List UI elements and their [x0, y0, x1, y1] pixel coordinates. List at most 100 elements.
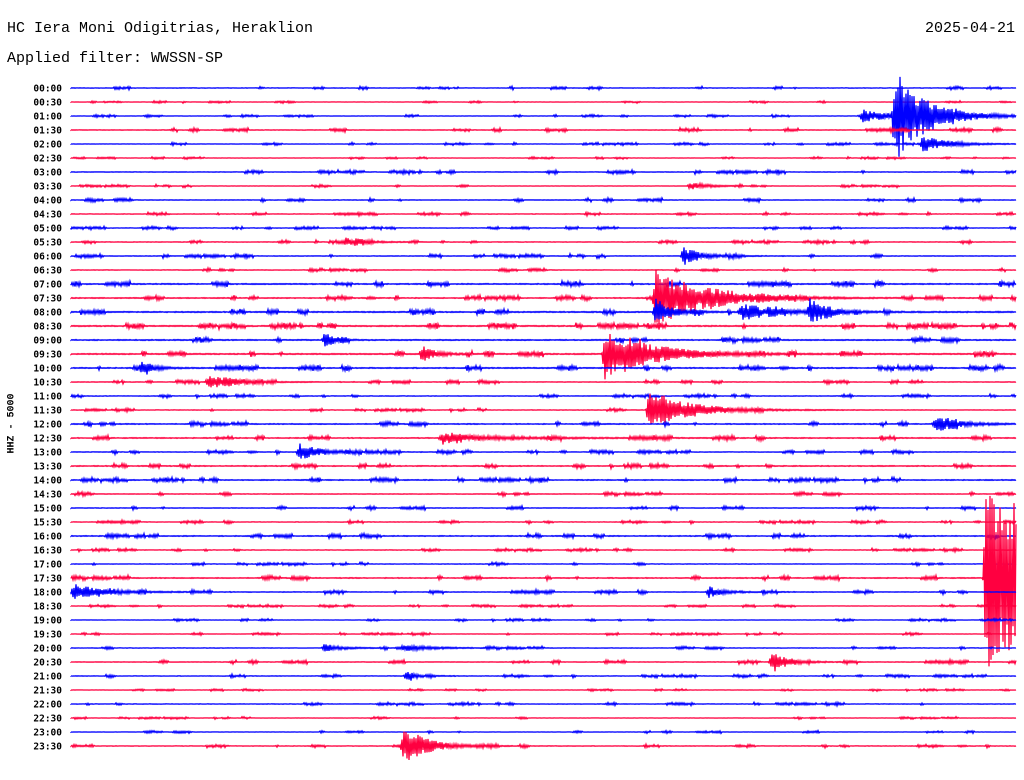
row-time-label: 09:00: [33, 336, 62, 347]
trace-0130: [70, 125, 1017, 135]
trace-1700: [70, 560, 1017, 568]
trace-0400: [70, 195, 1017, 205]
row-time-label: 13:30: [33, 462, 62, 473]
row-time-label: 06:00: [33, 252, 62, 263]
trace-0830: [70, 320, 1017, 332]
row-time-label: 04:30: [33, 210, 62, 221]
row-time-label: 17:00: [33, 560, 62, 571]
row-time-label: 14:00: [33, 476, 62, 487]
trace-0200: [70, 137, 1017, 152]
trace-0000: [70, 84, 1017, 92]
trace-0630: [70, 266, 1017, 274]
row-time-label: 16:00: [33, 532, 62, 543]
trace-1530: [70, 518, 1017, 526]
row-time-label: 05:00: [33, 224, 62, 235]
row-time-label: 03:00: [33, 168, 62, 179]
trace-2130: [70, 687, 1017, 693]
row-time-label: 02:00: [33, 140, 62, 151]
trace-1630: [70, 546, 1017, 554]
filter-label: Applied filter: WWSSN-SP: [7, 50, 224, 67]
trace-0100: [70, 76, 1017, 157]
row-time-label: 13:00: [33, 448, 62, 459]
trace-2030: [70, 654, 1017, 672]
trace-1200: [70, 418, 1017, 431]
row-time-label: 23:30: [33, 742, 62, 753]
row-time-label: 21:00: [33, 672, 62, 683]
row-time-label: 20:30: [33, 658, 62, 669]
trace-0230: [70, 155, 1017, 161]
row-time-label: 09:30: [33, 350, 62, 361]
trace-1000: [70, 361, 1017, 375]
row-time-label: 18:00: [33, 588, 62, 599]
row-time-label: 11:30: [33, 406, 62, 417]
row-time-label: 00:30: [33, 98, 62, 109]
row-time-label: 16:30: [33, 546, 62, 557]
trace-0730: [70, 270, 1017, 324]
trace-0800: [70, 298, 1017, 322]
row-time-label: 03:30: [33, 182, 62, 193]
trace-1930: [70, 631, 1017, 638]
date-label: 2025-04-21: [924, 20, 1015, 37]
trace-1130: [70, 393, 1017, 425]
row-time-label: 18:30: [33, 602, 62, 613]
trace-1430: [70, 489, 1017, 499]
trace-1030: [70, 376, 1017, 388]
row-time-label: 12:30: [33, 434, 62, 445]
row-time-label: 15:00: [33, 504, 62, 515]
trace-0030: [70, 99, 1017, 105]
row-time-label: 05:30: [33, 238, 62, 249]
trace-0700: [70, 278, 1017, 289]
row-time-label: 02:30: [33, 154, 62, 165]
trace-2330: [70, 731, 1017, 761]
row-time-label: 21:30: [33, 686, 62, 697]
row-time-label: 22:30: [33, 714, 62, 725]
trace-2000: [70, 643, 1017, 653]
trace-2230: [70, 715, 1017, 721]
trace-2200: [70, 700, 1017, 708]
row-time-label: 12:00: [33, 420, 62, 431]
trace-0500: [70, 224, 1017, 232]
row-time-label: 04:00: [33, 196, 62, 207]
row-time-label: 10:00: [33, 364, 62, 375]
trace-1400: [70, 475, 1017, 485]
trace-1730: [70, 495, 1017, 667]
trace-0300: [70, 167, 1017, 177]
trace-1800: [70, 584, 1017, 599]
row-time-label: 10:30: [33, 378, 62, 389]
row-time-label: 01:00: [33, 112, 62, 123]
trace-1900: [70, 617, 1017, 623]
row-time-label: 01:30: [33, 126, 62, 137]
trace-0330: [70, 181, 1017, 191]
row-time-label: 20:00: [33, 644, 62, 655]
row-time-label: 07:30: [33, 294, 62, 305]
trace-0430: [70, 210, 1017, 218]
station-title: HC Iera Moni Odigitrias, Heraklion: [7, 20, 314, 37]
trace-0600: [70, 247, 1017, 265]
row-time-label: 00:00: [33, 84, 62, 95]
trace-1300: [70, 443, 1017, 459]
row-time-label: 17:30: [33, 574, 62, 585]
trace-1830: [70, 603, 1017, 610]
row-time-label: 06:30: [33, 266, 62, 277]
row-time-label: 11:00: [33, 392, 62, 403]
row-time-label: 14:30: [33, 490, 62, 501]
trace-0900: [70, 334, 1017, 347]
row-time-label: 23:00: [33, 728, 62, 739]
trace-2300: [70, 729, 1017, 735]
trace-0930: [70, 333, 1017, 380]
row-time-label: 22:00: [33, 700, 62, 711]
trace-2100: [70, 671, 1017, 681]
trace-0530: [70, 237, 1017, 246]
trace-1330: [70, 461, 1017, 471]
row-time-label: 08:00: [33, 308, 62, 319]
row-time-label: 19:30: [33, 630, 62, 641]
trace-1500: [70, 503, 1017, 513]
trace-1230: [70, 432, 1017, 445]
row-time-label: 08:30: [33, 322, 62, 333]
row-time-label: 15:30: [33, 518, 62, 529]
trace-1100: [70, 392, 1017, 400]
row-time-label: 19:00: [33, 616, 62, 627]
row-time-label: 07:00: [33, 280, 62, 291]
trace-1600: [70, 531, 1017, 541]
